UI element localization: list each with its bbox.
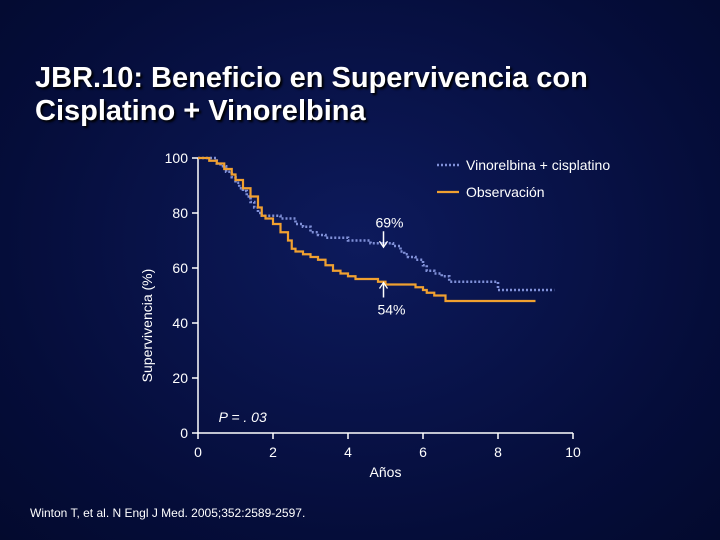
series-line-observacion xyxy=(198,156,536,303)
slide-title: JBR.10: Beneficio en Supervivencia con C… xyxy=(35,62,695,128)
y-tick-label: 20 xyxy=(172,370,188,386)
x-tick-label: 4 xyxy=(344,444,352,460)
legend-entry: Observación xyxy=(466,184,545,200)
chart-legend: Vinorelbina + cisplatino Observación xyxy=(437,157,610,200)
x-axis-title: Años xyxy=(370,464,402,480)
y-tick-label: 0 xyxy=(180,425,188,441)
p-value-label: P = . 03 xyxy=(219,409,267,425)
citation: Winton T, et al. N Engl J Med. 2005;352:… xyxy=(30,506,306,520)
series-line-vinorelbina-cisplatino xyxy=(198,156,555,292)
chart-series-layer xyxy=(198,156,555,303)
x-tick-label: 8 xyxy=(494,444,502,460)
legend-entry: Vinorelbina + cisplatino xyxy=(466,157,610,173)
annotation-label-54: 54% xyxy=(377,302,405,318)
x-tick-label: 6 xyxy=(419,444,427,460)
annotation-label-69: 69% xyxy=(375,214,403,230)
x-tick-label: 2 xyxy=(269,444,277,460)
y-tick-label: 80 xyxy=(172,205,188,221)
chart-annotations: 69% 54% P = . 03 xyxy=(219,214,406,425)
title-line-2: Cisplatino + Vinorelbina xyxy=(35,95,366,127)
annotation-arrowhead-69 xyxy=(378,240,389,249)
chart-axes: 0 20 40 60 80 100 0 2 4 6 8 10 Años Supervivencia (%) xyxy=(139,150,581,480)
y-axis-title: Supervivencia (%) xyxy=(139,269,155,383)
title-line-1: JBR.10: Beneficio en Supervivencia con xyxy=(35,62,588,94)
x-tick-label: 10 xyxy=(565,444,581,460)
annotation-arrowhead-54 xyxy=(378,281,389,289)
y-tick-label: 100 xyxy=(165,150,189,166)
y-tick-label: 60 xyxy=(172,260,188,276)
y-tick-label: 40 xyxy=(172,315,188,331)
x-tick-label: 0 xyxy=(194,444,202,460)
